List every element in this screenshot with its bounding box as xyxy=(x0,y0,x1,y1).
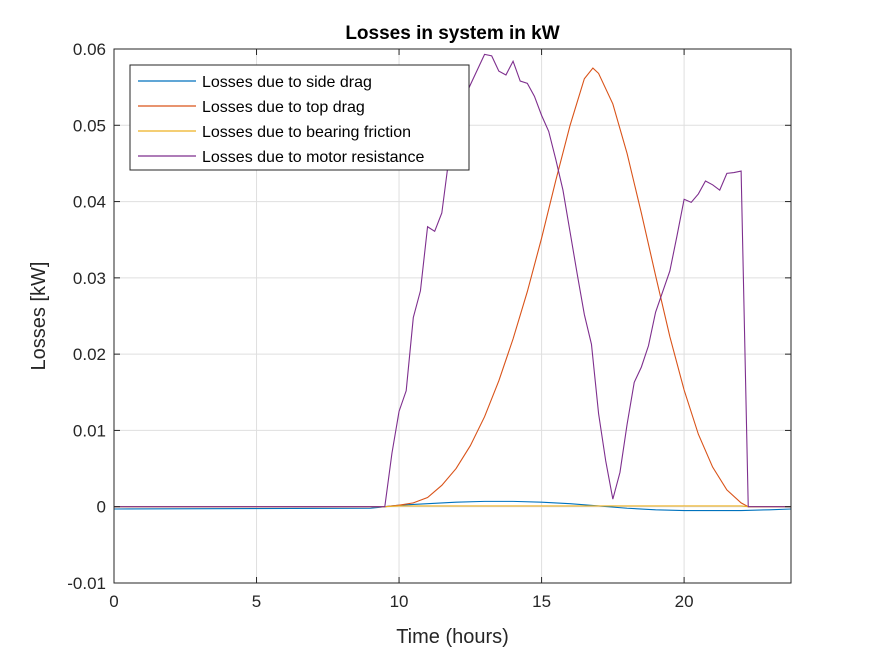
series-line-2 xyxy=(114,67,791,508)
y-tick-label: -0.01 xyxy=(67,574,106,593)
plot-series xyxy=(113,53,792,512)
y-tick-label: 0.06 xyxy=(73,40,106,59)
x-tick-label: 20 xyxy=(675,592,694,611)
legend-label: Losses due to top drag xyxy=(202,99,365,116)
y-tick-label: 0.01 xyxy=(73,421,106,440)
x-tick-label: 10 xyxy=(390,592,409,611)
series-line-3 xyxy=(114,505,791,508)
y-tick-label: 0.02 xyxy=(73,345,106,364)
x-tick-label: 0 xyxy=(109,592,118,611)
x-tick-label: 5 xyxy=(252,592,261,611)
legend-box xyxy=(129,64,470,171)
series-line-4 xyxy=(114,53,791,508)
chart-title: Losses in system in kW xyxy=(345,23,559,44)
legend: Losses due to side drag Losses due to top… xyxy=(129,64,470,171)
legend-label: Losses due to motor resistance xyxy=(202,149,424,166)
y-tick-label: 0.03 xyxy=(73,269,106,288)
y-tick-label: 0.04 xyxy=(73,193,106,212)
legend-label: Losses due to bearing friction xyxy=(202,124,411,141)
y-tick-label: 0.05 xyxy=(73,116,106,135)
legend-label: Losses due to side drag xyxy=(202,74,372,91)
x-axis-label: Time (hours) xyxy=(396,626,509,648)
y-tick-label: 0 xyxy=(97,498,106,517)
y-axis-label: Losses [kW] xyxy=(28,262,50,371)
axes-frame xyxy=(113,48,792,584)
x-tick-label: 15 xyxy=(532,592,551,611)
